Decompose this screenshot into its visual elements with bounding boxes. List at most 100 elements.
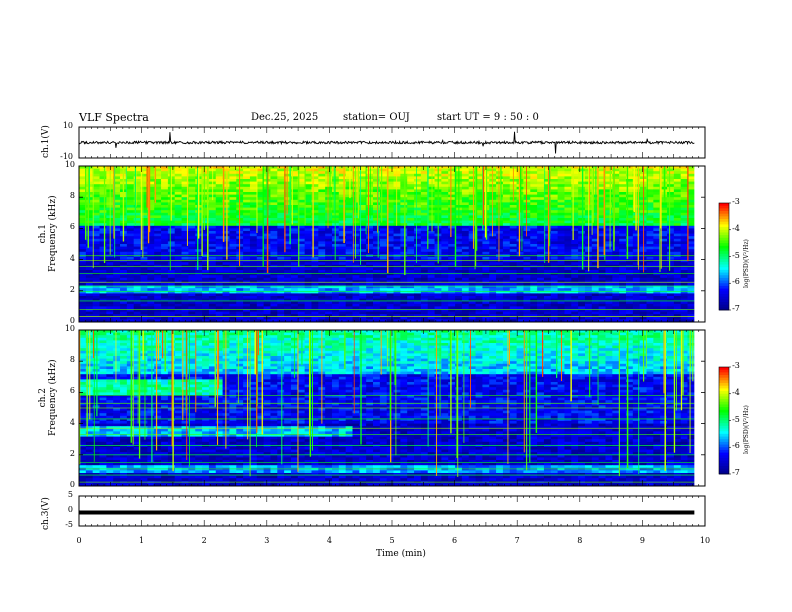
s1-cell [653,293,661,297]
s1-cell [140,301,148,305]
s1-cell [331,262,340,266]
s1-cell [379,262,388,266]
s1-cell [653,283,661,286]
s1-cell [625,168,634,172]
s1-cell [133,267,141,271]
s1-cell [229,309,237,312]
s1-cell [475,171,483,175]
s1-cell [79,251,87,255]
s1-cell [79,244,87,247]
s1-cell [284,199,292,203]
s1-cell [564,231,572,234]
s1-cell [113,262,121,266]
s1-cell [284,259,292,263]
s1-cell [379,189,388,193]
s1-cell [598,192,606,195]
s1-cell [85,244,94,247]
s1-cell [304,288,312,292]
s1-cell [646,173,654,177]
s1-cell [523,251,531,255]
s1-cell [167,236,176,240]
s1-cell [154,210,162,214]
s1-cell [352,199,360,203]
s1-cell [345,236,353,240]
s1-cell [181,303,189,307]
s1-cell [373,296,381,299]
s1-cell [414,168,422,172]
s1-cell [202,270,210,273]
s1-cell [414,288,422,292]
s1-cell [99,186,107,190]
s1-cell [468,246,476,250]
s1-cell [475,290,483,294]
s1-cell [400,257,408,260]
s1-cell [113,192,121,195]
s1-cell [154,179,162,182]
s1-cell [85,285,94,289]
s1-cell [174,285,182,289]
s1-cell [270,225,278,229]
s1-cell [468,179,476,182]
s1-cell [448,246,456,250]
s1-cell [502,189,511,193]
s1-cell [502,267,511,271]
s1-cell [379,251,388,255]
s1-cell [448,192,456,195]
s1-cell [441,225,449,229]
s1-cell [420,218,429,221]
s1-cell [653,210,661,214]
s1-cell [468,298,476,302]
s1-cell [680,251,688,255]
s1-cell [297,236,306,240]
s1-cell [188,181,196,185]
s1-cell [605,207,613,211]
s1-cell [304,293,312,297]
s1-cell [270,306,278,310]
s1-cell [441,270,449,273]
s1-cell [667,249,675,253]
s1-cell [208,249,217,253]
s1-cell [543,296,552,299]
s1-cell [557,181,565,185]
s1-cell [400,199,408,203]
s1-cell [619,166,627,169]
s1-cell [215,257,223,260]
s1-cell [167,306,176,310]
s1-cell [530,293,538,297]
s1-cell [482,251,490,255]
s1-cell [468,228,476,232]
s1-cell [393,212,401,216]
s1-cell [461,192,470,195]
s1-cell [284,233,292,237]
s1-cell [311,290,319,294]
s1-cell [605,290,613,294]
s1-cell [338,192,347,195]
s1-cell [249,303,258,307]
s1-cell [338,251,347,255]
s1-cell [543,210,552,214]
s1-cell [619,168,627,172]
s1-cell [557,277,565,281]
s1-cell [537,272,545,276]
s1-cell [393,168,401,172]
s1-cell [270,192,278,195]
s1-cell [550,173,559,177]
s1-cell [673,246,682,250]
s1-cell [290,184,299,188]
s1-cell [475,202,483,206]
s1-cell [249,309,258,312]
s1-cell [277,288,285,292]
s1-cell [496,277,504,281]
s1-cell [147,218,155,221]
s1-cell [550,257,559,260]
s1-cell [420,277,429,281]
s1-cell [188,309,196,312]
s1-cell [427,231,435,234]
s1-cell [379,290,388,294]
s1-cell [455,244,463,247]
s1-cell [509,218,517,221]
s1-cell [85,270,94,273]
s1-cell [325,223,333,227]
s1-cell [208,296,217,299]
s1-cell [154,275,162,279]
